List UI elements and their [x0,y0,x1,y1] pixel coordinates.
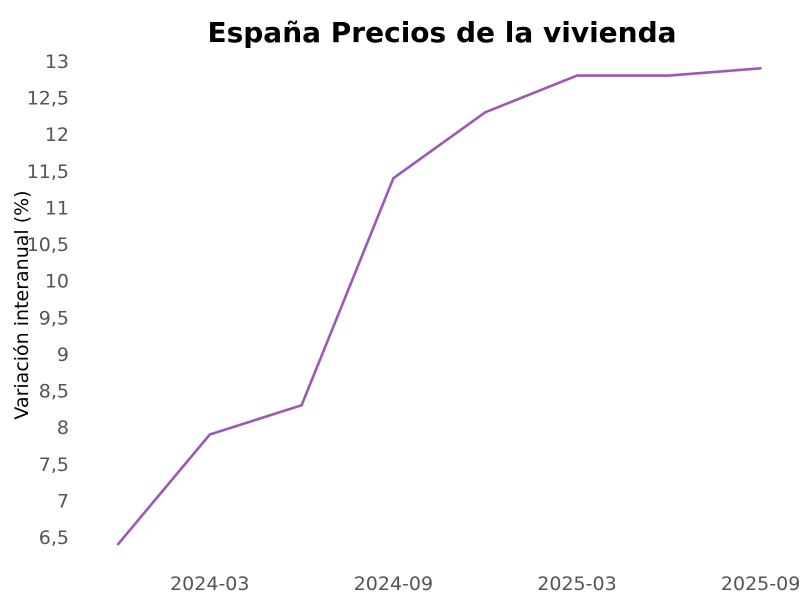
x-axis-ticks: 2024-03 2024-09 2025-03 2025-09 [170,573,800,595]
y-axis-ticks: 6,5 7 7,5 8 8,5 9 9,5 10 10,5 11 11,5 12 12,5 13 [27,51,69,549]
x-tick-label: 2024-03 [170,573,249,595]
y-tick-label: 11,5 [27,161,69,183]
y-tick-label: 12,5 [27,88,69,110]
data-point [208,433,211,436]
series-line [117,67,761,546]
y-tick-label: 7 [57,490,69,512]
data-point [300,403,303,407]
y-axis-label: Variación interanual (%) [11,190,33,419]
y-tick-label: 10,5 [27,234,69,256]
y-tick-label: 11 [45,197,69,219]
data-point [759,67,762,70]
chart-title: España Precios de la vivienda [207,16,676,49]
y-tick-label: 10 [45,271,69,293]
y-tick-label: 8,5 [39,381,69,403]
y-tick-label: 8 [57,417,69,439]
x-tick-label: 2024-09 [354,573,433,595]
y-tick-label: 12 [45,124,69,146]
x-tick-label: 2025-09 [721,573,800,595]
y-tick-label: 6,5 [39,527,69,549]
x-tick-label: 2025-03 [537,573,616,595]
data-point [116,543,120,546]
data-point [575,74,579,77]
series-group [116,67,762,546]
y-tick-label: 7,5 [39,454,69,476]
data-point [484,111,487,114]
data-point [667,74,670,77]
y-tick-label: 9,5 [39,307,69,329]
data-point [392,176,395,180]
y-tick-label: 13 [45,51,69,73]
y-tick-label: 9 [57,344,69,366]
